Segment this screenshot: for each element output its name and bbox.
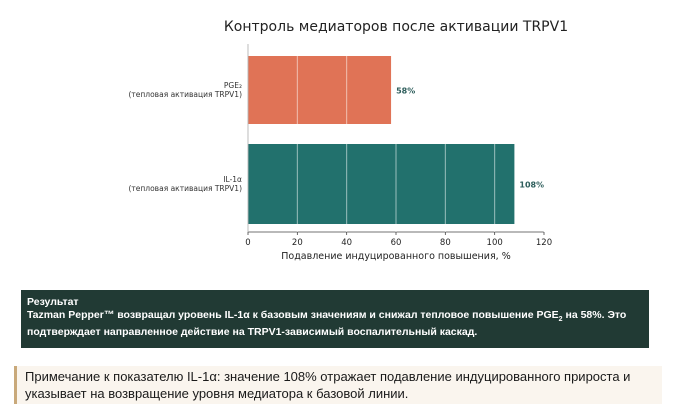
bar-1	[248, 144, 515, 224]
x-tick-label: 40	[341, 238, 352, 248]
note-box: Примечание к показателю IL-1α: значение …	[14, 366, 662, 404]
x-tick-label: 60	[391, 238, 402, 248]
category-sublabel: (тепловая активация TRPV1)	[128, 90, 242, 99]
result-title: Результат	[27, 296, 79, 308]
result-text-end: на 58%. Это подтверждает направленное де…	[27, 309, 627, 339]
category-label: IL-1α	[223, 175, 242, 184]
bar-0	[248, 56, 392, 124]
chart-title: Контроль медиаторов после активации TRPV…	[224, 19, 568, 35]
mediator-bar-chart: Контроль медиаторов после активации TRPV…	[128, 19, 568, 262]
grid-lines	[247, 44, 545, 232]
category-label: PGE₂	[224, 81, 242, 90]
x-axis-label: Подавление индуцированного повышения, %	[281, 251, 510, 262]
result-text: Tazman Pepper™ возвращал уровень IL-1α к…	[27, 309, 626, 338]
x-tick-label: 0	[245, 238, 250, 248]
bar-value-label: 108%	[519, 181, 544, 190]
bars: 58%PGE₂(тепловая активация TRPV1)108%IL-…	[128, 56, 544, 224]
bar-value-label: 58%	[396, 87, 415, 96]
category-sublabel: (тепловая активация TRPV1)	[128, 184, 242, 193]
x-tick-label: 80	[440, 238, 451, 248]
x-tick-label: 20	[292, 238, 303, 248]
note-text: Примечание к показателю IL-1α: значение …	[25, 369, 631, 401]
result-box: Результат Tazman Pepper™ возвращал урове…	[21, 290, 649, 348]
x-tick-label: 120	[536, 238, 552, 248]
x-tick-label: 100	[487, 238, 503, 248]
result-text-main: Tazman Pepper™ возвращал уровень IL-1α к…	[27, 309, 559, 321]
result-subscript: 2	[558, 316, 563, 324]
